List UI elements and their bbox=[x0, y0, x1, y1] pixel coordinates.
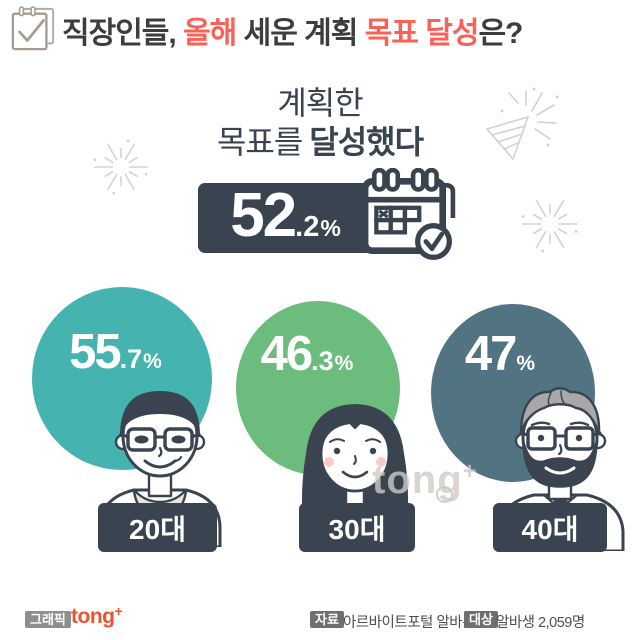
overall-stat-badge: 52.2% bbox=[198, 183, 373, 253]
stat-value-40s: 47% bbox=[464, 327, 536, 381]
graphic-credit-badge: 그래픽 bbox=[25, 611, 71, 628]
age-label-20s: 20대 bbox=[98, 503, 217, 552]
source-text: 아르바이트포털 알바몬 bbox=[343, 615, 475, 631]
title-accent: 올해 bbox=[183, 17, 237, 50]
calendar-check-icon bbox=[361, 168, 456, 260]
overall-value: 52 bbox=[230, 181, 297, 250]
age-label-40s: 40대 bbox=[493, 503, 607, 552]
title-part: 세운 계획 bbox=[236, 17, 365, 50]
ring-decoration bbox=[436, 486, 453, 503]
stat-value-20s: 55.7% bbox=[69, 325, 162, 379]
title-part: 은? bbox=[478, 17, 523, 50]
tong-watermark: tong+ bbox=[372, 458, 478, 502]
headline-line1: 계획한 bbox=[277, 85, 363, 121]
page-title: 직장인들, 올해 세운 계획 목표 달성은? bbox=[62, 8, 523, 52]
firework-icon bbox=[93, 139, 148, 195]
title-part: 직장인들, bbox=[62, 17, 184, 50]
headline-line2: 목표를 달성했다 bbox=[216, 124, 424, 160]
party-popper-icon bbox=[485, 87, 559, 161]
target-badge: 대상 bbox=[464, 611, 498, 628]
checklist-icon bbox=[11, 6, 55, 51]
firework-icon bbox=[521, 199, 578, 253]
title-accent: 목표 달성 bbox=[364, 17, 480, 50]
age-label-30s: 30대 bbox=[299, 503, 415, 552]
tong-logo: tong+ bbox=[71, 603, 123, 628]
target-text: 알바생 2,059명 bbox=[496, 615, 585, 631]
source-badge: 자료 bbox=[310, 611, 344, 628]
stat-value-30s: 46.3% bbox=[260, 327, 354, 381]
headline: 계획한 목표를 달성했다 bbox=[160, 84, 480, 162]
